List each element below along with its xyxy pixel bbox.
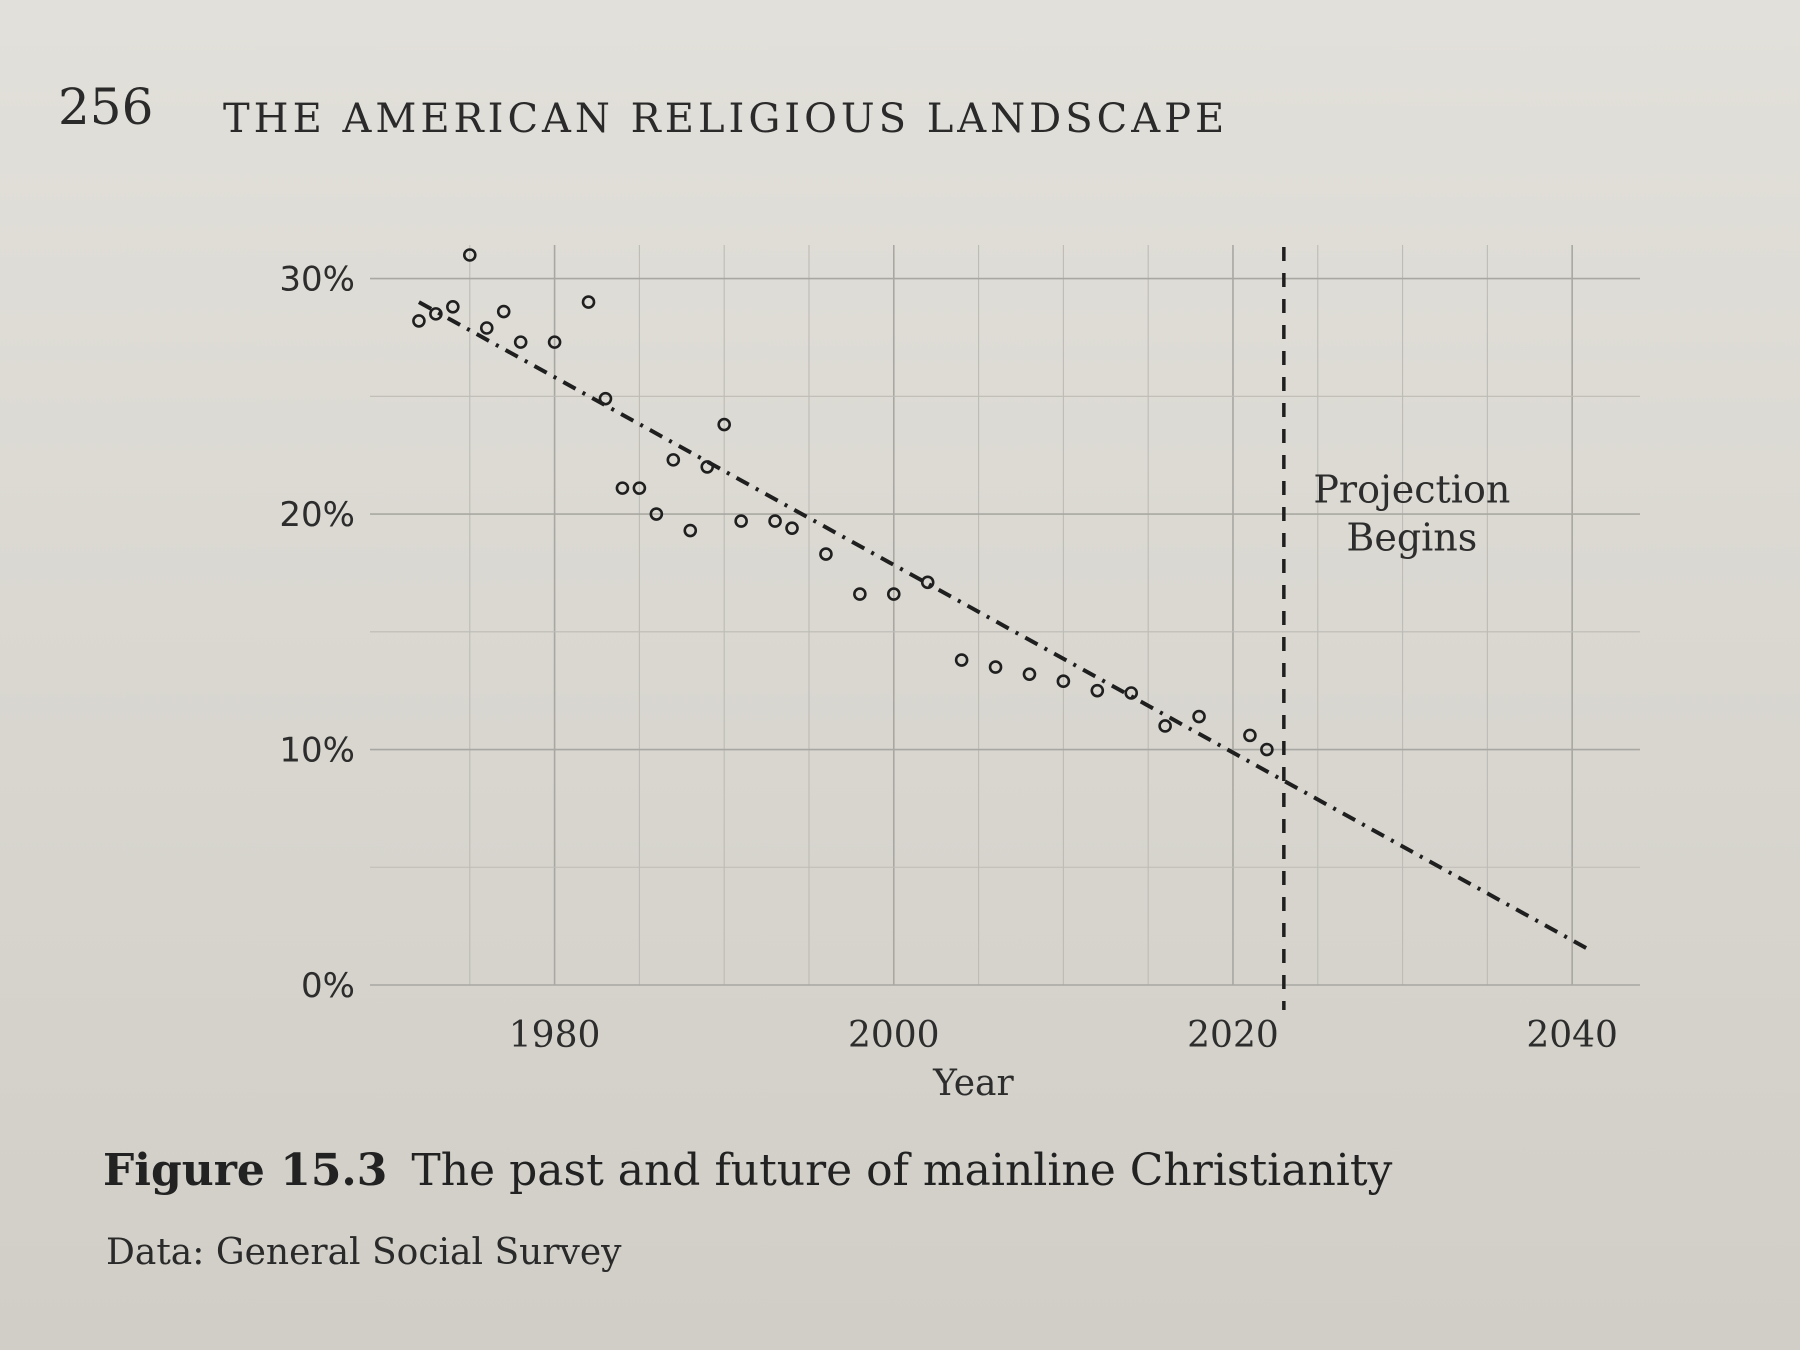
y-tick-label: 30%	[279, 260, 355, 300]
data-point	[1158, 719, 1172, 733]
data-point	[819, 547, 833, 561]
data-point	[1022, 667, 1037, 681]
trend-line	[417, 300, 1591, 952]
data-point	[954, 653, 969, 667]
x-tick-label: 2000	[848, 1015, 940, 1056]
figure-source: Data: General Social Survey	[106, 1232, 622, 1273]
page-number: 256	[58, 78, 154, 136]
data-point	[1260, 742, 1274, 757]
x-tick-label: 2020	[1187, 1015, 1279, 1056]
data-point	[446, 300, 460, 314]
data-point	[412, 314, 426, 328]
data-point	[853, 587, 867, 601]
data-point	[615, 481, 630, 495]
data-point	[496, 304, 511, 319]
data-point	[581, 295, 596, 309]
data-point	[768, 514, 782, 528]
data-points	[412, 248, 1274, 757]
projection-annotation-line-2: Begins	[1346, 515, 1477, 559]
data-point	[1056, 674, 1071, 689]
data-point	[632, 481, 647, 495]
x-tick-label: 1980	[509, 1015, 601, 1056]
figure-caption: Figure 15.3 The past and future of mainli…	[103, 1145, 1392, 1196]
running-head: THE AMERICAN RELIGIOUS LANDSCAPE	[223, 96, 1229, 142]
y-tick-label: 10%	[279, 731, 355, 771]
y-tick-label: 20%	[279, 495, 355, 535]
data-point	[513, 335, 528, 349]
data-point	[1243, 728, 1257, 743]
x-tick-label: 2040	[1526, 1015, 1618, 1056]
figure-label: Figure 15.3	[103, 1145, 388, 1196]
figure-title: The past and future of mainline Christia…	[411, 1145, 1393, 1196]
trend-line-layer	[417, 300, 1591, 952]
data-point	[666, 453, 681, 467]
data-point	[920, 575, 935, 590]
data-point	[717, 417, 731, 432]
y-tick-label: 0%	[301, 966, 355, 1006]
data-point	[785, 521, 799, 535]
projection-annotation-line-1: Projection	[1313, 467, 1510, 511]
data-point	[479, 321, 494, 335]
axis-labels: Year Projection Begins 0% 10% 20% 30% 1980 20…	[279, 260, 1618, 1104]
data-point	[1124, 686, 1139, 700]
chart-grid	[370, 245, 1640, 986]
data-point	[886, 587, 901, 601]
data-point	[598, 391, 613, 406]
data-point	[547, 335, 562, 349]
data-point	[429, 307, 443, 321]
data-point	[734, 514, 748, 528]
x-axis-title: Year	[932, 1063, 1014, 1104]
data-point	[683, 523, 698, 538]
data-point	[462, 248, 477, 262]
data-point	[649, 507, 664, 521]
data-point	[1090, 683, 1105, 698]
data-point	[700, 460, 715, 474]
data-point	[988, 660, 1003, 674]
data-point	[1192, 709, 1206, 724]
